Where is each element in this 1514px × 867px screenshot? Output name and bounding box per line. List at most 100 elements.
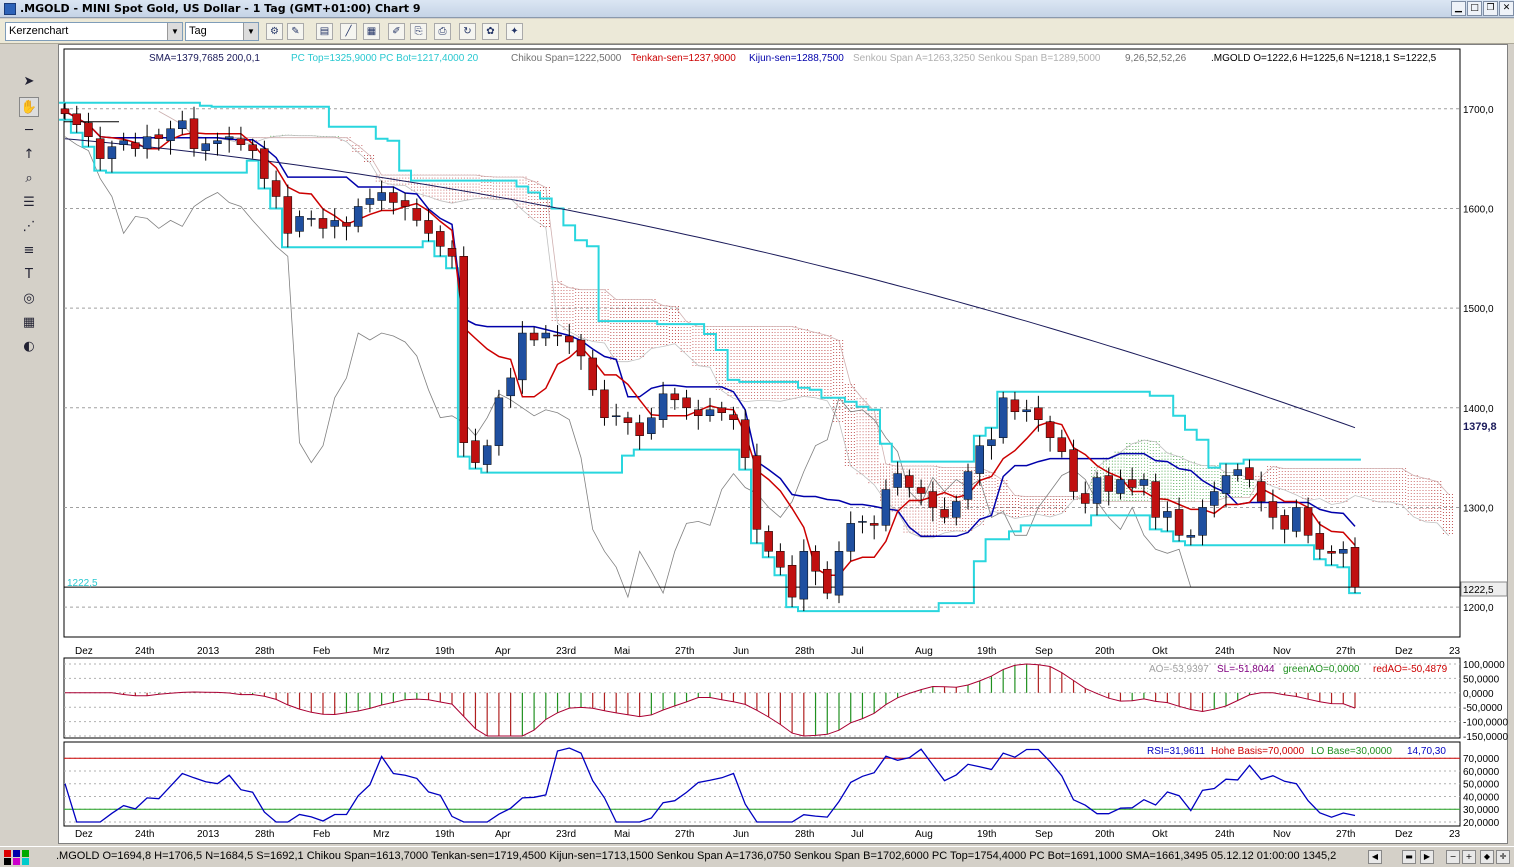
crosshair-icon[interactable]: ✛ [1496, 850, 1510, 864]
chart-window[interactable]: 1700,0 1600,0 1500,0 1400,0 1300,0 1200,0 SMA… [58, 44, 1508, 844]
candle-body [963, 471, 973, 500]
time-tick: Sep [1035, 646, 1053, 657]
candle-body [72, 113, 81, 125]
calculator-icon[interactable]: ▦ [22, 315, 36, 330]
candle-body [658, 393, 668, 420]
time-tick: 24th [135, 829, 154, 840]
chart-canvas[interactable]: 1700,0 1600,0 1500,0 1400,0 1300,0 1200,0 SMA… [59, 45, 1509, 845]
candle-body [998, 397, 1008, 438]
scroll-track-icon[interactable]: ▬ [1402, 850, 1416, 864]
fit-icon[interactable]: ◆ [1480, 850, 1494, 864]
time-tick: Apr [495, 646, 511, 657]
time-tick: 28th [795, 829, 814, 840]
candle-body [1350, 547, 1360, 588]
candle-body [869, 523, 879, 526]
zoom-in-icon[interactable]: + [1462, 850, 1476, 864]
chart-toolbar: Kerzenchart ▼ Tag ▼ ⚙ ✎ ▤ ╱ ▦ ✐ ⎘ ⎙ ↻ ✿ … [0, 19, 1514, 44]
candle-body [436, 231, 445, 247]
ao-tick: -150,0000 [1463, 732, 1508, 743]
settings-icon[interactable]: ✿ [482, 23, 499, 40]
time-tick: 27th [1336, 829, 1355, 840]
scroll-left-icon[interactable]: ◀ [1368, 850, 1382, 864]
candle-body [553, 334, 562, 337]
candle-body [647, 417, 656, 434]
candle-body [213, 140, 222, 144]
time-tick: Feb [313, 829, 331, 840]
blue-square-icon[interactable] [13, 850, 20, 857]
maximize-icon[interactable]: □ [1467, 1, 1482, 16]
drawing-icon[interactable]: ✐ [388, 23, 405, 40]
line-chart-icon[interactable]: ╱ [340, 23, 357, 40]
time-tick: Feb [313, 646, 331, 657]
candle-body [1092, 477, 1102, 504]
green-square-icon[interactable] [22, 850, 29, 857]
senkou-b-line [158, 110, 1450, 502]
restore-icon[interactable]: ❐ [1483, 1, 1498, 16]
pointer-icon[interactable]: ➤ [23, 74, 35, 89]
chart-style-icon[interactable]: ▤ [316, 23, 333, 40]
candle-body [881, 489, 891, 526]
candle-body [1010, 399, 1020, 413]
time-tick: Mrz [373, 646, 390, 657]
chevron-down-icon[interactable]: ▼ [167, 23, 182, 40]
candle-body [916, 487, 926, 494]
time-tick: 20th [1095, 646, 1114, 657]
fan-tool-icon[interactable]: ⋰ [22, 219, 36, 234]
ao-pane[interactable] [63, 657, 1461, 739]
refresh-icon[interactable]: ↻ [459, 23, 476, 40]
time-tick: Dez [1395, 829, 1413, 840]
time-tick: 19th [977, 829, 996, 840]
chevron-down-icon[interactable]: ▼ [243, 23, 258, 40]
red-square-icon[interactable] [4, 850, 11, 857]
scroll-right-icon[interactable]: ▶ [1420, 850, 1434, 864]
candle-body [740, 419, 750, 458]
black-square-icon[interactable] [4, 858, 11, 865]
cycle-tool-icon[interactable]: ◎ [23, 291, 35, 306]
minimize-icon[interactable]: ▁ [1451, 1, 1466, 16]
title-bar: .MGOLD - MINI Spot Gold, US Dollar - 1 T… [0, 0, 1514, 18]
ao-tick: 50,0000 [1463, 674, 1500, 685]
candle-body [1315, 533, 1325, 550]
zoom-icon[interactable]: ⌕ [25, 171, 33, 186]
candle-body [400, 200, 410, 207]
close-icon[interactable]: ✕ [1499, 1, 1514, 16]
zoom-out-icon[interactable]: − [1446, 850, 1460, 864]
candle-body [1116, 479, 1125, 494]
candle-body [506, 377, 515, 397]
time-tick: Mai [614, 829, 630, 840]
line-tool-icon[interactable]: ─ [25, 123, 33, 138]
channel-tool-icon[interactable]: ≡ [23, 243, 35, 258]
drawing-toolbar: ➤ ✋ ─ ↑ ⌕ ☰ ⋰ ≡ T ◎ ▦ ◐ [13, 68, 45, 368]
candle-body [846, 523, 855, 552]
fibonacci-icon[interactable]: ☰ [23, 195, 35, 210]
candle-body [154, 134, 164, 139]
time-tick: Apr [495, 829, 511, 840]
time-tick: 24th [1215, 646, 1234, 657]
candle-body [952, 501, 961, 518]
hand-icon[interactable]: ✋ [19, 97, 39, 117]
rsi-tick: 50,0000 [1463, 780, 1500, 791]
price-pane[interactable] [63, 48, 1461, 638]
candle-body [295, 216, 304, 232]
text-tool-icon[interactable]: T [25, 267, 33, 282]
period-select[interactable]: Tag ▼ [185, 22, 259, 41]
magenta-square-icon[interactable] [13, 858, 20, 865]
globe-icon[interactable]: ◐ [23, 339, 35, 354]
chart-type-value: Kerzenchart [9, 25, 69, 37]
chart-type-select[interactable]: Kerzenchart ▼ [5, 22, 183, 41]
copy-icon[interactable]: ⎘ [410, 23, 427, 40]
rsi-pane[interactable] [63, 741, 1461, 827]
time-tick: 23rd [556, 829, 576, 840]
edit-chart-icon[interactable]: ✎ [287, 23, 304, 40]
indicator-icon[interactable]: ⚙ [266, 23, 283, 40]
template-icon[interactable]: ✦ [506, 23, 523, 40]
area-chart-icon[interactable]: ▦ [363, 23, 380, 40]
candle-body [271, 180, 281, 197]
candle-body [1022, 409, 1031, 413]
price-tick: 1200,0 [1463, 603, 1494, 614]
ichimoku-params: 9,26,52,52,26 [1125, 53, 1187, 64]
candle-body [1186, 535, 1196, 538]
cyan-square-icon[interactable] [22, 858, 29, 865]
arrow-tool-icon[interactable]: ↑ [23, 147, 35, 162]
print-icon[interactable]: ⎙ [434, 23, 451, 40]
